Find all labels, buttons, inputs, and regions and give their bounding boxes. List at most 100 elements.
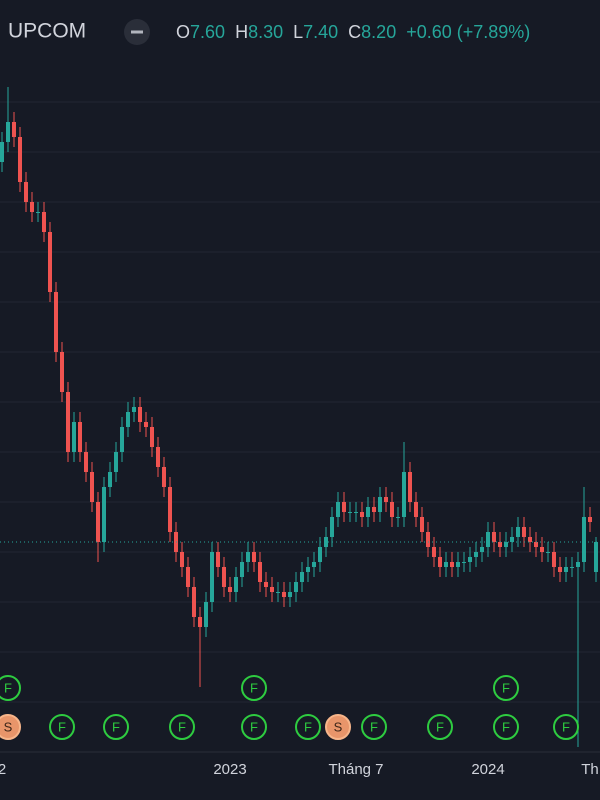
candle-body (204, 602, 208, 627)
event-marker (49, 714, 75, 740)
candle-body (240, 562, 244, 577)
candle-body (462, 562, 466, 563)
candle-body (6, 122, 10, 142)
candle-body (528, 537, 532, 542)
x-tick-label: 2 (0, 761, 6, 778)
candle-body (12, 122, 16, 137)
event-marker (553, 714, 579, 740)
ohlc-value: 8.30 (248, 22, 283, 42)
candle-body (378, 497, 382, 512)
candle-body (426, 532, 430, 547)
candle-body (192, 587, 196, 617)
candle-body (258, 562, 262, 582)
event-label: F (436, 719, 444, 734)
candle-body (576, 562, 580, 567)
candle-body (510, 537, 514, 542)
candle-body (282, 592, 286, 597)
event-label: F (178, 719, 186, 734)
event-label: S (4, 719, 13, 734)
candle-body (594, 542, 598, 572)
candle-body (534, 542, 538, 547)
header-bg (0, 0, 600, 62)
candle-body (84, 452, 88, 472)
event-marker (493, 675, 519, 701)
candle-body (90, 472, 94, 502)
event-label: F (112, 719, 120, 734)
candle-body (582, 517, 586, 562)
candle-body (144, 422, 148, 427)
candle-body (318, 547, 322, 562)
event-marker (241, 714, 267, 740)
collapse-icon (131, 30, 143, 34)
change: +0.60 (+7.89%) (406, 22, 530, 42)
candle-body (474, 552, 478, 557)
candle-body (222, 567, 226, 587)
event-label: F (58, 719, 66, 734)
event-marker (103, 714, 129, 740)
candle-body (18, 137, 22, 182)
ohlc-value: 8.20 (361, 22, 396, 42)
candle-body (210, 552, 214, 602)
event-label: F (502, 719, 510, 734)
event-marker (493, 714, 519, 740)
candle-body (246, 552, 250, 562)
event-label: S (334, 719, 343, 734)
grid (0, 101, 600, 703)
candle-body (288, 592, 292, 597)
candle-body (396, 517, 400, 518)
candle-body (54, 292, 58, 352)
event-label: F (562, 719, 570, 734)
event-marker (241, 675, 267, 701)
event-label: F (502, 680, 510, 695)
candle-body (306, 567, 310, 572)
candle-body (480, 547, 484, 552)
x-tick-label: Tháng 7 (328, 761, 383, 778)
candle-body (438, 557, 442, 567)
candle-body (354, 512, 358, 513)
symbol: UPCOM (8, 20, 86, 43)
candle-body (102, 487, 106, 542)
candle-body (180, 552, 184, 567)
event-label: F (250, 680, 258, 695)
ohlc-value: 7.60 (190, 22, 225, 42)
ohlc-key: L (293, 22, 303, 42)
candle-body (24, 182, 28, 202)
candle-body (420, 517, 424, 532)
candle-body (390, 502, 394, 517)
candle-body (564, 567, 568, 572)
candle-body (558, 567, 562, 572)
event-marker (295, 714, 321, 740)
candle-body (540, 547, 544, 552)
candle-body (402, 472, 406, 517)
candle-body (0, 142, 4, 162)
candle-body (588, 517, 592, 522)
candle-body (108, 472, 112, 487)
candle-body (552, 552, 556, 567)
candle-body (432, 547, 436, 557)
candle-body (30, 202, 34, 212)
candle-body (342, 502, 346, 512)
candle-body (96, 502, 100, 542)
event-marker (169, 714, 195, 740)
candle-body (546, 552, 550, 553)
candle-body (522, 527, 526, 537)
candle-body (300, 572, 304, 582)
candle-body (228, 587, 232, 592)
event-marker (0, 675, 21, 701)
candle-body (336, 502, 340, 517)
event-label: F (370, 719, 378, 734)
candle-body (72, 422, 76, 452)
event-label: F (4, 680, 12, 695)
candle-body (366, 507, 370, 517)
event-marker (0, 714, 21, 740)
candle-body (198, 617, 202, 627)
candle-body (60, 352, 64, 392)
candle-body (120, 427, 124, 452)
events: S F F F F F F F S F F F F F (0, 675, 579, 740)
candle-body (372, 507, 376, 512)
candle-body (234, 577, 238, 592)
event-marker (427, 714, 453, 740)
candle-body (168, 487, 172, 532)
candle-body (186, 567, 190, 587)
